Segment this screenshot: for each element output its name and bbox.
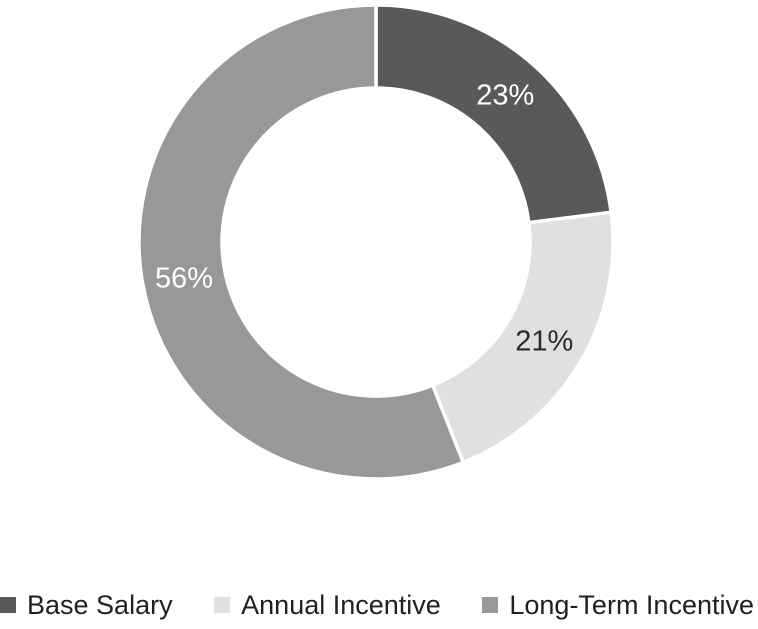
donut-chart-svg: 23% 21% 56% (137, 3, 615, 481)
chart-legend: Base Salary Annual Incentive Long-Term Inc… (0, 584, 758, 626)
legend-item-base-salary: Base Salary (0, 589, 173, 620)
legend-label: Annual Incentive (241, 589, 441, 620)
slice-percentage-label: 23% (476, 79, 534, 111)
donut-slice-annual-incentive (430, 210, 615, 465)
slice-percentage-label: 56% (155, 263, 213, 295)
legend-item-annual-incentive: Annual Incentive (214, 589, 441, 620)
legend-color-swatch (214, 597, 231, 613)
legend-label: Long-Term Incentive (509, 589, 754, 620)
donut-slice-long-term-incentive (137, 3, 466, 481)
slice-percentage-label: 21% (515, 326, 573, 358)
donut-chart: 23% 21% 56% (137, 3, 615, 481)
legend-color-swatch (482, 597, 499, 613)
legend-label: Base Salary (27, 589, 173, 620)
legend-color-swatch (0, 597, 16, 613)
donut-slice-base-salary (374, 3, 614, 225)
legend-item-long-term-incentive: Long-Term Incentive (482, 589, 754, 620)
